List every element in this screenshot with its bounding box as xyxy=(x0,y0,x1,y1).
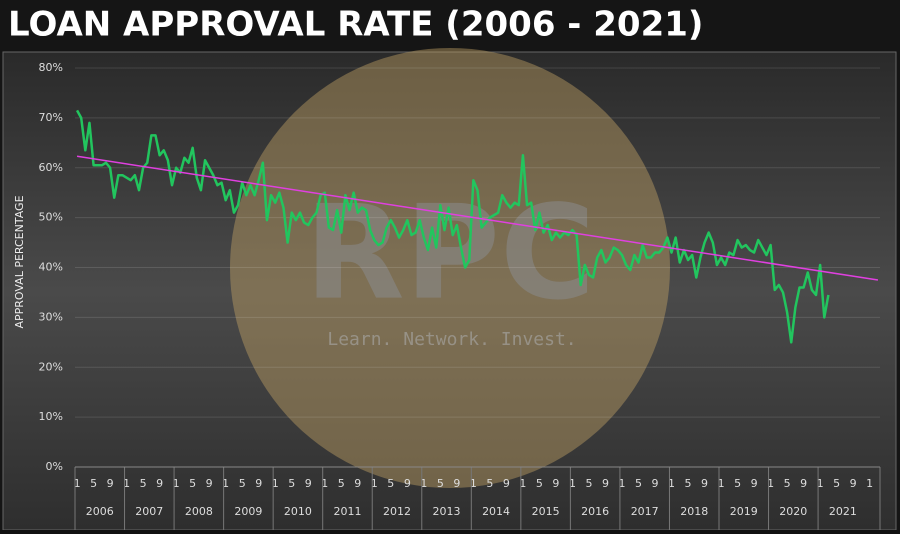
x-tick-label: 5 xyxy=(833,477,840,490)
x-tick-label: 5 xyxy=(486,477,493,490)
year-label: 2007 xyxy=(135,505,163,518)
x-tick-label: 9 xyxy=(107,477,114,490)
year-label: 2009 xyxy=(234,505,262,518)
chart-title: LOAN APPROVAL RATE (2006 - 2021) xyxy=(8,5,703,45)
x-tick-label: 9 xyxy=(305,477,312,490)
year-label: 2011 xyxy=(333,505,361,518)
x-tick-label: 9 xyxy=(503,477,510,490)
y-tick-label: 30% xyxy=(39,310,63,323)
y-tick-label: 60% xyxy=(39,161,63,174)
x-tick-label: 1 xyxy=(767,477,774,490)
x-tick-label: 5 xyxy=(585,477,592,490)
x-tick-label: 5 xyxy=(140,477,147,490)
x-tick-label: 9 xyxy=(800,477,807,490)
year-label: 2013 xyxy=(433,505,461,518)
x-tick-label: 5 xyxy=(635,477,642,490)
watermark-title: RPC xyxy=(305,177,596,329)
x-tick-label: 5 xyxy=(437,477,444,490)
watermark-circle xyxy=(230,48,670,488)
x-tick-label: 1 xyxy=(519,477,526,490)
year-label: 2012 xyxy=(383,505,411,518)
x-tick-label: 9 xyxy=(751,477,758,490)
y-tick-label: 20% xyxy=(39,360,63,373)
x-tick-label: 5 xyxy=(685,477,692,490)
watermark-tagline: Learn. Network. Invest. xyxy=(327,329,576,350)
year-label: 2020 xyxy=(779,505,807,518)
x-tick-label: 1 xyxy=(470,477,477,490)
x-tick-label: 5 xyxy=(734,477,741,490)
year-label: 2016 xyxy=(581,505,609,518)
x-tick-label: 5 xyxy=(338,477,345,490)
y-axis-label: APPROVAL PERCENTAGE xyxy=(13,195,26,328)
x-tick-label: 1 xyxy=(569,477,576,490)
x-tick-label: 1 xyxy=(173,477,180,490)
x-tick-label: 5 xyxy=(387,477,394,490)
year-label: 2006 xyxy=(86,505,114,518)
x-tick-label: 1 xyxy=(718,477,725,490)
x-tick-label: 9 xyxy=(552,477,559,490)
x-tick-label: 5 xyxy=(90,477,97,490)
year-label: 2014 xyxy=(482,505,510,518)
x-tick-label: 1 xyxy=(74,477,81,490)
x-tick-label: 1 xyxy=(420,477,427,490)
x-tick-label: 9 xyxy=(850,477,857,490)
x-tick-label: 9 xyxy=(602,477,609,490)
year-label: 2019 xyxy=(730,505,758,518)
year-label: 2018 xyxy=(680,505,708,518)
x-tick-label: 9 xyxy=(453,477,460,490)
x-tick-label: 5 xyxy=(189,477,196,490)
year-label: 2008 xyxy=(185,505,213,518)
data-line xyxy=(75,109,830,344)
year-label: 2015 xyxy=(532,505,560,518)
x-tick-label: 9 xyxy=(156,477,163,490)
x-tick-label: 9 xyxy=(404,477,411,490)
x-tick-label: 1 xyxy=(222,477,229,490)
y-tick-label: 40% xyxy=(39,261,63,274)
y-tick-label: 0% xyxy=(46,460,63,473)
year-label: 2010 xyxy=(284,505,312,518)
x-tick-label: 9 xyxy=(652,477,659,490)
x-tick-label: 1 xyxy=(866,477,873,490)
x-tick-label: 5 xyxy=(784,477,791,490)
x-tick-label: 5 xyxy=(536,477,543,490)
trend-line xyxy=(76,155,879,281)
x-tick-label: 5 xyxy=(288,477,295,490)
y-tick-label: 50% xyxy=(39,211,63,224)
chart-panel xyxy=(2,51,897,531)
y-tick-label: 80% xyxy=(39,61,63,74)
y-tick-label: 70% xyxy=(39,111,63,124)
x-tick-label: 1 xyxy=(371,477,378,490)
x-tick-label: 5 xyxy=(239,477,246,490)
year-label: 2021 xyxy=(829,505,857,518)
x-tick-label: 9 xyxy=(701,477,708,490)
x-tick-label: 1 xyxy=(817,477,824,490)
x-tick-label: 1 xyxy=(272,477,279,490)
x-tick-label: 1 xyxy=(668,477,675,490)
year-label: 2017 xyxy=(631,505,659,518)
x-tick-label: 9 xyxy=(354,477,361,490)
x-tick-label: 1 xyxy=(321,477,328,490)
x-tick-label: 9 xyxy=(206,477,213,490)
y-tick-label: 10% xyxy=(39,410,63,423)
x-tick-label: 1 xyxy=(618,477,625,490)
x-tick-label: 9 xyxy=(255,477,262,490)
x-tick-label: 1 xyxy=(123,477,130,490)
